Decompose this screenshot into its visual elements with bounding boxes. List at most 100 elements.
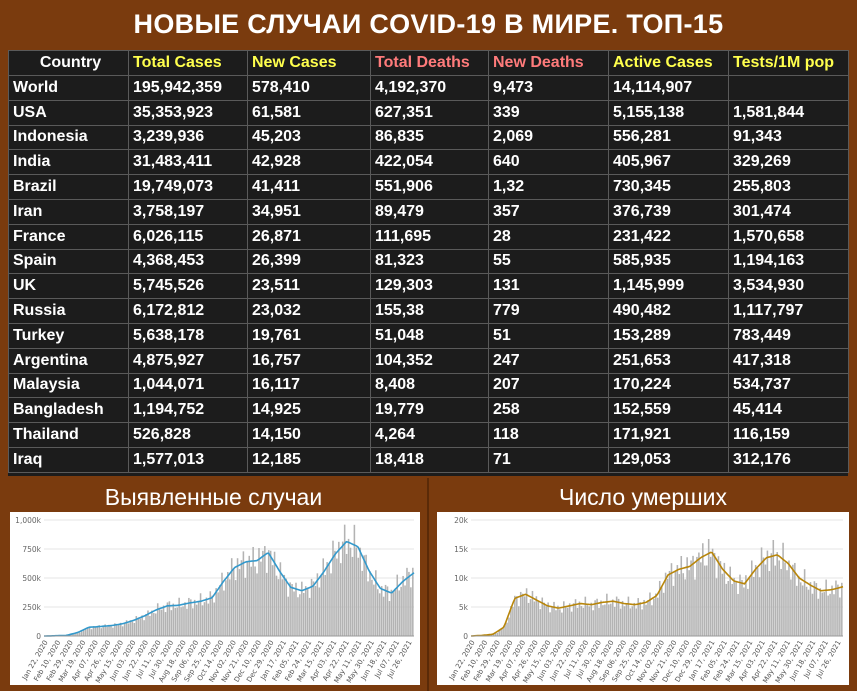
- bar: [180, 607, 182, 636]
- bar: [825, 579, 827, 636]
- bar: [199, 593, 202, 636]
- bar: [121, 626, 124, 636]
- y-tick-label: 5k: [459, 603, 469, 612]
- trend-line: [470, 551, 844, 637]
- bar: [363, 555, 365, 636]
- bar: [392, 592, 395, 636]
- bar: [137, 618, 140, 636]
- column-header: Country: [8, 50, 129, 76]
- bar: [306, 587, 309, 636]
- bar: [240, 560, 243, 636]
- bar: [219, 585, 221, 636]
- bar: [776, 552, 778, 636]
- bar: [164, 612, 167, 636]
- bar: [153, 613, 155, 636]
- bar: [527, 602, 530, 636]
- bar: [98, 625, 101, 636]
- table-cell: 783,449: [728, 322, 849, 349]
- table-row: Thailand 526,828 14,150 4,264 118 171,921 116,…: [8, 422, 849, 448]
- bar: [283, 574, 286, 636]
- bar: [670, 563, 673, 636]
- bar: [741, 579, 743, 636]
- table-row: Russia 6,172,812 23,032 155,38 779 490,482 1,1…: [8, 298, 849, 324]
- table-cell: 4,264: [370, 422, 489, 448]
- bar: [533, 601, 536, 636]
- bar: [727, 581, 730, 636]
- bar: [752, 576, 755, 636]
- bar: [705, 565, 708, 636]
- bar: [653, 598, 655, 636]
- bar: [797, 575, 800, 636]
- bar: [382, 596, 385, 636]
- table-cell: 551,906: [370, 174, 489, 200]
- table-cell: 329,269: [728, 149, 849, 176]
- table-cell: 301,474: [728, 198, 849, 225]
- bar: [564, 606, 567, 636]
- table-cell: 26,399: [247, 248, 371, 275]
- table-cell: 405,967: [608, 149, 729, 176]
- bar: [112, 627, 114, 636]
- bar: [291, 584, 293, 636]
- bar: [275, 575, 278, 636]
- bar: [543, 602, 545, 636]
- bar: [262, 550, 264, 636]
- bar: [506, 622, 508, 636]
- table-body: World 195,942,359 578,410 4,192,370 9,473 14,…: [8, 75, 849, 473]
- bar: [345, 553, 348, 636]
- bar: [190, 599, 192, 636]
- table-cell: 5,155,138: [608, 99, 729, 126]
- table-cell: Bangladesh: [8, 397, 129, 424]
- bar: [125, 620, 128, 636]
- bar: [195, 604, 198, 636]
- bar: [823, 592, 825, 636]
- bar: [223, 590, 225, 636]
- table-cell: 4,368,453: [128, 248, 248, 275]
- bar: [110, 625, 112, 636]
- bar: [384, 584, 387, 636]
- bar: [633, 602, 636, 636]
- bar: [151, 610, 153, 636]
- table-cell: India: [8, 149, 129, 176]
- bar: [139, 618, 141, 636]
- table-cell: 4,192,370: [370, 75, 489, 101]
- bar: [353, 524, 356, 636]
- bar: [613, 607, 616, 636]
- bar: [336, 558, 338, 636]
- bar: [666, 578, 669, 636]
- table-cell: 730,345: [608, 174, 729, 200]
- bar: [318, 587, 321, 636]
- bar: [303, 592, 305, 636]
- table-cell: 357: [488, 198, 609, 225]
- bar: [813, 581, 816, 636]
- bar: [764, 564, 767, 636]
- table-cell: France: [8, 223, 129, 250]
- bar: [166, 602, 169, 636]
- table-cell: 118: [488, 422, 609, 448]
- table-cell: 89,479: [370, 198, 489, 225]
- bar: [79, 632, 81, 636]
- table-cell: 12,185: [247, 446, 371, 473]
- bar: [525, 588, 528, 636]
- bar: [516, 596, 518, 636]
- bar: [394, 589, 397, 636]
- bar: [147, 610, 149, 636]
- bar: [250, 566, 252, 636]
- table-cell: 45,414: [728, 397, 849, 424]
- bar: [702, 543, 704, 636]
- bar: [655, 593, 657, 636]
- bar: [803, 569, 806, 636]
- bar: [523, 596, 526, 636]
- bar: [537, 601, 540, 636]
- bar: [547, 602, 549, 636]
- table-cell: 534,737: [728, 372, 849, 399]
- bar: [617, 598, 620, 636]
- table-cell: 312,176: [728, 446, 849, 473]
- bar: [71, 634, 73, 636]
- table-cell: 55: [488, 248, 609, 275]
- bar: [156, 603, 159, 636]
- bar: [760, 547, 763, 636]
- bar: [252, 546, 254, 636]
- bar: [674, 571, 677, 636]
- bar: [388, 601, 391, 636]
